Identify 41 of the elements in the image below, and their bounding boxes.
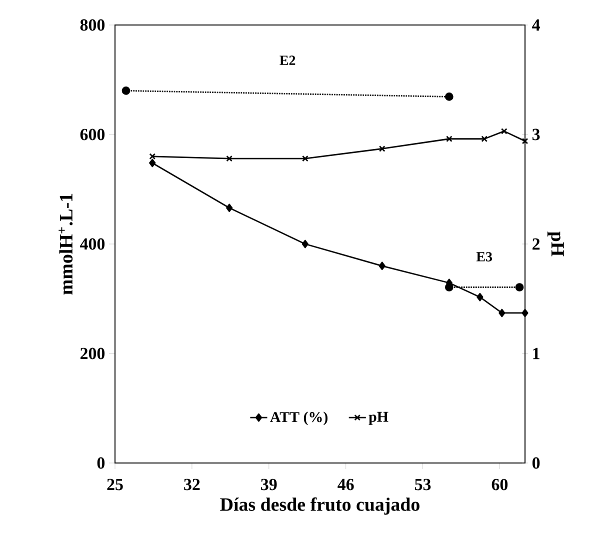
point bbox=[378, 146, 386, 152]
annotation: E2 bbox=[280, 56, 296, 65]
y2-tick-label: 1 bbox=[533, 348, 540, 360]
point bbox=[226, 204, 233, 212]
point bbox=[522, 138, 528, 144]
legend-label: pH bbox=[368, 412, 388, 425]
x-tick-label: 39 bbox=[261, 478, 277, 490]
point bbox=[302, 240, 308, 248]
point bbox=[476, 292, 484, 302]
y-tick-label: 800 bbox=[80, 19, 105, 31]
point bbox=[446, 136, 452, 142]
point bbox=[122, 86, 130, 95]
x-tick-label: 60 bbox=[492, 478, 508, 490]
legend-label: ATT (%) bbox=[270, 412, 328, 426]
point bbox=[498, 308, 506, 318]
y2-axis-title: pH bbox=[547, 232, 564, 256]
point bbox=[444, 92, 454, 101]
point bbox=[481, 136, 488, 142]
point bbox=[226, 155, 232, 162]
point bbox=[149, 158, 156, 168]
annotation: E3 bbox=[476, 252, 492, 262]
y2-tick-label: 4 bbox=[532, 19, 540, 31]
y-axis-title: mmolH$^{+}$.L-1 bbox=[58, 194, 73, 295]
y-tick-label: 200 bbox=[80, 348, 105, 360]
x-tick-label: 25 bbox=[107, 478, 123, 490]
point bbox=[378, 262, 386, 270]
point bbox=[500, 128, 508, 134]
x-tick-label: 53 bbox=[414, 478, 431, 490]
y2-tick-label: 0 bbox=[532, 457, 540, 469]
point bbox=[302, 155, 308, 162]
point bbox=[515, 283, 524, 292]
x-tick-label: 46 bbox=[338, 478, 354, 490]
x-tick-label: 32 bbox=[184, 478, 200, 490]
x-axis-title: Días desde fruto cuajado bbox=[220, 497, 420, 515]
y2-tick-label: 2 bbox=[532, 238, 540, 250]
point bbox=[444, 283, 454, 292]
y-tick-label: 400 bbox=[80, 238, 105, 250]
y-tick-label: 0 bbox=[97, 457, 105, 469]
point bbox=[149, 153, 156, 160]
y-tick-label: 600 bbox=[80, 128, 105, 140]
y2-tick-label: 3 bbox=[532, 128, 540, 140]
